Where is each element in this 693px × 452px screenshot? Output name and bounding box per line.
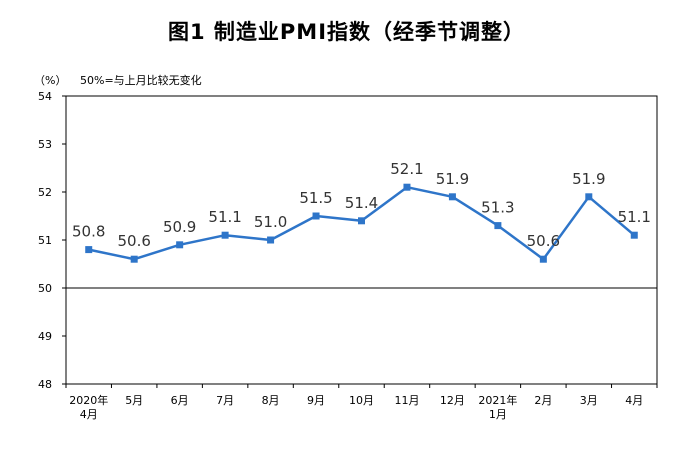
x-tick-label: 2月 (534, 394, 552, 407)
data-label: 52.1 (390, 160, 423, 178)
y-tick-label: 52 (38, 186, 52, 199)
x-tick-label: 8月 (262, 394, 280, 407)
x-tick-label: 3月 (580, 394, 598, 407)
data-label: 50.8 (72, 223, 105, 241)
x-tick-label: 6月 (171, 394, 189, 407)
chart-note: 50%=与上月比较无变化 (80, 74, 202, 87)
data-label: 51.4 (345, 194, 378, 212)
x-tick-label: 7月 (216, 394, 234, 407)
data-point-marker (221, 231, 229, 239)
data-point-marker (130, 255, 138, 263)
data-label: 51.0 (254, 213, 287, 231)
data-point-marker (312, 212, 320, 220)
y-tick-label: 48 (38, 378, 52, 391)
data-label: 51.1 (208, 208, 241, 226)
x-tick-label: 12月 (440, 394, 465, 407)
plot-area-border (65, 95, 658, 385)
data-point-marker (539, 255, 547, 263)
x-tick-label: 10月 (349, 394, 374, 407)
y-tick-label: 53 (38, 138, 52, 151)
x-tick-label: 9月 (307, 394, 325, 407)
data-label: 51.3 (481, 199, 514, 217)
x-tick-label: 2020年 (69, 393, 108, 407)
y-tick-label: 49 (38, 330, 52, 343)
y-tick-label: 50 (38, 282, 52, 295)
data-label: 50.6 (527, 232, 560, 250)
data-label: 51.9 (436, 170, 469, 188)
data-point-marker (448, 193, 456, 201)
y-tick-label: 54 (38, 90, 52, 103)
data-point-marker (585, 193, 593, 201)
data-point-marker (630, 231, 638, 239)
x-tick-label: 1月 (489, 408, 507, 421)
data-point-marker (85, 246, 93, 254)
data-point-marker (267, 236, 275, 244)
x-tick-label: 2021年 (478, 393, 517, 407)
data-point-marker (176, 241, 184, 249)
data-label: 50.6 (117, 232, 150, 250)
x-tick-label: 5月 (125, 394, 143, 407)
data-point-marker (358, 217, 365, 225)
x-tick-label: 11月 (394, 394, 419, 407)
y-axis-unit: （%） (34, 74, 67, 87)
x-tick-label: 4月 (625, 394, 643, 407)
data-label: 51.1 (618, 208, 651, 226)
data-label: 51.5 (299, 189, 332, 207)
data-point-marker (403, 183, 411, 191)
data-label: 51.9 (572, 170, 605, 188)
data-point-marker (494, 222, 502, 230)
y-tick-label: 51 (38, 234, 52, 247)
chart-title: 图1 制造业PMI指数（经季节调整） (167, 20, 526, 44)
data-label: 50.9 (163, 218, 196, 236)
x-tick-label: 4月 (80, 408, 98, 421)
